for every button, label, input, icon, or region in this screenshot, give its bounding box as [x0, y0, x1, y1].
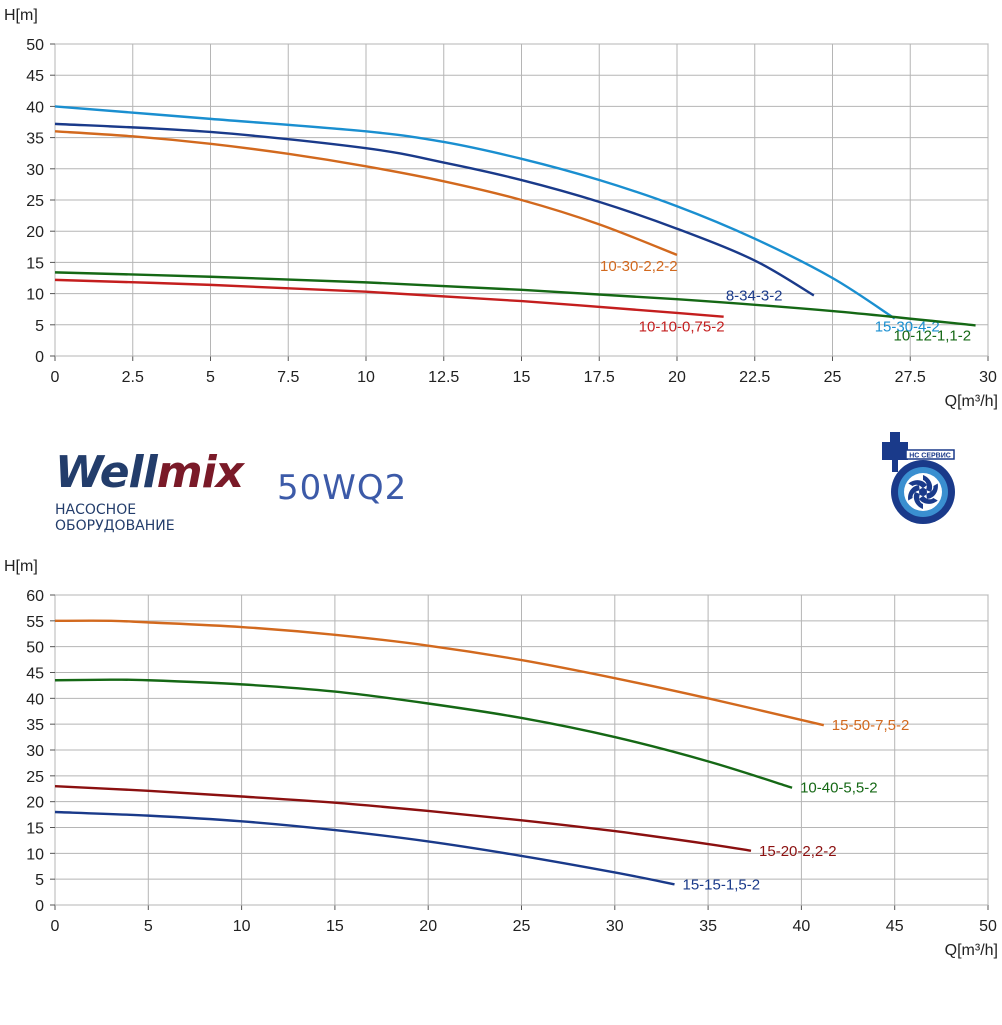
chart1-series-line-10-12-1-1-2: [54, 271, 976, 327]
wellmix-logo: Wellmix: [55, 447, 244, 498]
chart1-x-tick-label: 7.5: [277, 369, 299, 386]
chart2-x-tick-label: 15: [326, 918, 344, 935]
chart1-x-tick-label: 5: [206, 369, 215, 386]
chart2-series-line-15-50-7-5-2: [54, 619, 825, 727]
logo-text-right: mix: [156, 447, 244, 498]
chart2-y-tick-label: 30: [26, 743, 44, 760]
chart2-y-tick-label: 50: [26, 640, 44, 657]
chart2-x-tick-label: 5: [144, 918, 153, 935]
chart-top: 0 2.5 5 7.5 10 12.5 15 17.5 20 22.5 25 27.5 30 0 5 10 15…: [4, 7, 998, 410]
brand-subtitle: НАСОСНОЕ ОБОРУДОВАНИЕ: [55, 502, 243, 534]
chart1-y-tick-label: 10: [26, 287, 44, 304]
logo-text-left: Well: [55, 447, 158, 498]
brand-subtitle-line2: ОБОРУДОВАНИЕ: [55, 518, 175, 534]
chart-bottom: 0 5 10 15 20 25 30 35 40 45 50 0 5 10 15 20 25 30 35 40 45 50…: [4, 558, 998, 959]
chart2-x-tick-label: 10: [233, 918, 251, 935]
chart1-y-tick-label: 40: [26, 99, 44, 116]
chart2-y-axis-label: H[m]: [4, 558, 38, 575]
chart1-x-tick-label: 17.5: [584, 369, 615, 386]
chart2-series-line-15-15-1-5-2: [54, 810, 675, 886]
chart1-series-line-10-30-2-2-2: [54, 130, 678, 257]
chart1-x-tick-label: 20: [668, 369, 686, 386]
chart2-x-tick-label: 25: [513, 918, 531, 935]
chart2-y-tick-label: 0: [35, 898, 44, 915]
chart1-series-line-10-10-0-75-2: [54, 278, 724, 318]
chart1-y-tick-label: 50: [26, 37, 44, 54]
chart1-y-tick-label: 45: [26, 68, 44, 85]
brand-subtitle-line1: НАСОСНОЕ: [55, 502, 137, 518]
chart1-x-tick-label: 25: [824, 369, 842, 386]
chart2-y-tick-label: 5: [35, 872, 44, 889]
chart1-y-axis-label: H[m]: [4, 7, 38, 24]
chart1-x-tick-label: 10: [357, 369, 375, 386]
chart2-x-tick-label: 40: [793, 918, 811, 935]
chart1-series-label-10-10-0-75-2: 10-10-0,75-2: [639, 319, 725, 336]
chart1-series-line-15-30-4-2: [54, 105, 896, 320]
service-logo-text: НС СЕРВИС: [909, 453, 951, 460]
chart2-series-line-10-40-5-5-2: [54, 678, 793, 789]
chart2-x-tick-label: 0: [51, 918, 60, 935]
chart2-y-tick-label: 20: [26, 795, 44, 812]
chart1-y-tick-label: 20: [26, 224, 44, 241]
chart2-x-tick-label: 35: [699, 918, 717, 935]
chart1-series-line-8-34-3-2: [54, 122, 815, 297]
chart2-y-tick-label: 55: [26, 614, 44, 631]
chart1-y-tick-label: 35: [26, 131, 44, 148]
chart2-y-tick-label: 25: [26, 769, 44, 786]
chart2-x-tick-label: 45: [886, 918, 904, 935]
chart1-x-tick-label: 0: [51, 369, 60, 386]
chart2-x-tick-label: 20: [419, 918, 437, 935]
chart2-y-tick-label: 15: [26, 821, 44, 838]
chart2-y-tick-label: 60: [26, 588, 44, 605]
chart1-y-tick-label: 15: [26, 255, 44, 272]
chart2-x-tick-label: 30: [606, 918, 624, 935]
chart1-series-label-15-30-4-2: 15-30-4-2: [875, 319, 940, 336]
chart1-series-label-8-34-3-2: 8-34-3-2: [726, 287, 783, 304]
chart2-series-label-10-40-5-5-2: 10-40-5,5-2: [800, 780, 878, 797]
chart2-series-label-15-20-2-2-2: 15-20-2,2-2: [759, 843, 837, 860]
chart2-x-axis-label: Q[m³/h]: [945, 942, 998, 959]
chart2-series-line-15-20-2-2-2: [54, 784, 752, 852]
chart1-y-tick-label: 25: [26, 193, 44, 210]
chart1-x-tick-label: 15: [513, 369, 531, 386]
wellmix-brand: Wellmix 50WQ2 НАСОСНОЕ ОБОРУДОВАНИЕ: [55, 447, 406, 535]
chart1-y-tick-label: 0: [35, 349, 44, 366]
model-name: 50WQ2: [277, 468, 408, 508]
chart2-y-tick-label: 45: [26, 666, 44, 683]
chart1-x-tick-label: 22.5: [739, 369, 770, 386]
chart1-x-tick-label: 12.5: [428, 369, 459, 386]
chart1-x-tick-label: 27.5: [895, 369, 926, 386]
chart1-x-tick-label: 30: [979, 369, 997, 386]
chart2-y-tick-label: 35: [26, 717, 44, 734]
chart1-y-tick-label: 5: [35, 318, 44, 335]
ns-service-logo: НС СЕРВИС: [882, 432, 955, 524]
chart1-series-label-10-12-1-1-2: 10-12-1,1-2: [894, 327, 972, 344]
chart1-x-tick-label: 2.5: [122, 369, 144, 386]
chart1-x-axis-label: Q[m³/h]: [945, 393, 998, 410]
chart2-x-tick-label: 50: [979, 918, 997, 935]
chart2-y-tick-label: 40: [26, 691, 44, 708]
chart2-series-label-15-50-7-5-2: 15-50-7,5-2: [832, 717, 910, 734]
chart2-series-label-15-15-1-5-2: 15-15-1,5-2: [683, 876, 761, 893]
chart1-y-tick-label: 30: [26, 162, 44, 179]
chart2-y-tick-label: 10: [26, 846, 44, 863]
chart1-series-label-10-30-2-2-2: 10-30-2,2-2: [600, 258, 678, 275]
